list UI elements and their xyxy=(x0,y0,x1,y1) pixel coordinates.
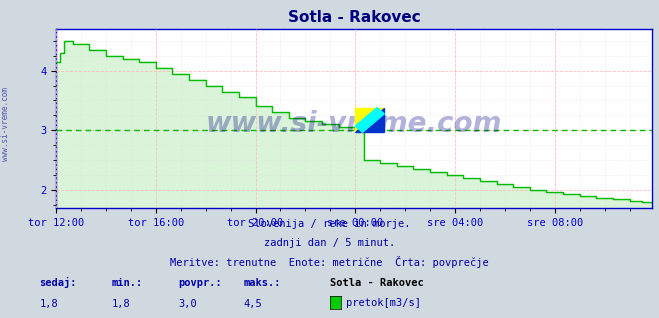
Text: 4,5: 4,5 xyxy=(244,299,262,309)
Text: maks.:: maks.: xyxy=(244,278,281,288)
Text: 1,8: 1,8 xyxy=(40,299,58,309)
Text: www.si-vreme.com: www.si-vreme.com xyxy=(1,87,10,161)
Text: 3,0: 3,0 xyxy=(178,299,196,309)
Polygon shape xyxy=(355,108,384,132)
Text: www.si-vreme.com: www.si-vreme.com xyxy=(206,110,502,138)
Polygon shape xyxy=(355,108,384,132)
Text: povpr.:: povpr.: xyxy=(178,278,221,288)
Text: Meritve: trenutne  Enote: metrične  Črta: povprečje: Meritve: trenutne Enote: metrične Črta: … xyxy=(170,256,489,267)
Text: zadnji dan / 5 minut.: zadnji dan / 5 minut. xyxy=(264,238,395,248)
Text: Slovenija / reke in morje.: Slovenija / reke in morje. xyxy=(248,219,411,229)
Title: Sotla - Rakovec: Sotla - Rakovec xyxy=(288,10,420,25)
Text: 1,8: 1,8 xyxy=(112,299,130,309)
Text: min.:: min.: xyxy=(112,278,143,288)
Text: pretok[m3/s]: pretok[m3/s] xyxy=(346,298,421,308)
Text: Sotla - Rakovec: Sotla - Rakovec xyxy=(330,278,423,288)
Text: sedaj:: sedaj: xyxy=(40,277,77,288)
Polygon shape xyxy=(355,108,384,132)
